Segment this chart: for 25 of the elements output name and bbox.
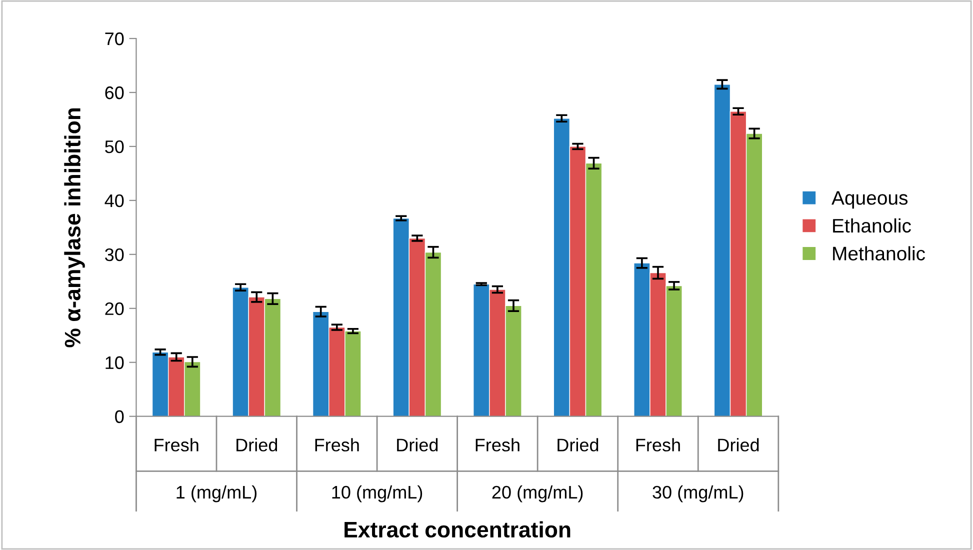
text: 20 (mg/mL) bbox=[492, 485, 583, 502]
legend-label: Ethanolic bbox=[833, 218, 911, 233]
y-tick-label: 0 bbox=[115, 410, 124, 424]
text: 10 (mg/mL) bbox=[332, 485, 422, 502]
legend-label: Methanolic bbox=[833, 246, 926, 260]
legend-label: Aqueous bbox=[832, 191, 908, 209]
x-tick-label: Dried bbox=[236, 438, 278, 452]
x-tick-label: Fresh bbox=[154, 438, 198, 452]
text: 1 (mg/mL) bbox=[176, 485, 257, 502]
x-tick-label: Fresh bbox=[636, 438, 680, 452]
y-tick-label: 40 bbox=[104, 194, 124, 208]
y-tick-label: 70 bbox=[105, 32, 124, 46]
text: 30 (mg/mL) bbox=[652, 485, 744, 502]
x-tick-label: Fresh bbox=[476, 438, 520, 452]
x-tick-label: Fresh bbox=[315, 438, 359, 452]
x-axis-title: Extract concentration bbox=[344, 521, 570, 538]
y-tick-label: 30 bbox=[105, 248, 124, 262]
y-axis-title: % α-amylase inhibition bbox=[64, 108, 85, 348]
y-tick-label: 10 bbox=[106, 356, 124, 370]
x-tick-label: Dried bbox=[718, 438, 759, 452]
x-tick-label: Dried bbox=[397, 438, 438, 452]
y-tick-label: 20 bbox=[105, 302, 124, 316]
y-tick-label: 60 bbox=[105, 86, 124, 100]
x-tick-label: Dried bbox=[558, 438, 598, 452]
y-tick-label: 50 bbox=[105, 140, 124, 154]
